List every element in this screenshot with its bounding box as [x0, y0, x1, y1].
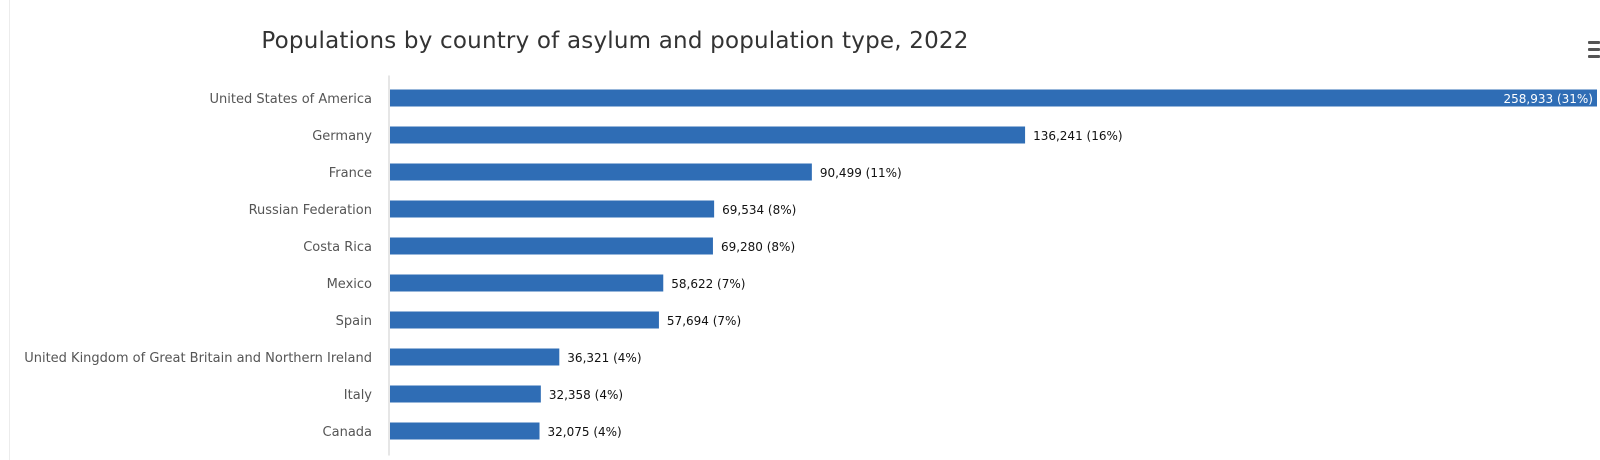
category-label: Canada	[323, 425, 372, 440]
bar	[390, 311, 659, 329]
category-label: Russian Federation	[249, 203, 372, 218]
data-label: 32,358 (4%)	[549, 388, 623, 402]
chart-title: Populations by country of asylum and pop…	[261, 28, 969, 54]
bar	[390, 274, 664, 292]
bar	[390, 200, 715, 218]
data-label: 32,075 (4%)	[548, 425, 622, 439]
bar	[390, 422, 540, 440]
category-label: Costa Rica	[303, 240, 372, 255]
hamburger-menu-icon[interactable]	[1588, 39, 1600, 59]
bar	[390, 237, 713, 255]
category-label: United Kingdom of Great Britain and Nort…	[24, 351, 372, 366]
category-label: Italy	[344, 388, 373, 403]
data-label: 36,321 (4%)	[567, 351, 641, 365]
data-label: 258,933 (31%)	[1504, 92, 1593, 106]
data-label: 136,241 (16%)	[1033, 129, 1122, 143]
bar	[390, 385, 541, 403]
bar	[390, 163, 812, 181]
data-label: 58,622 (7%)	[671, 277, 745, 291]
bar	[390, 89, 1597, 107]
data-label: 57,694 (7%)	[667, 314, 741, 328]
category-label: Germany	[312, 129, 372, 144]
category-label: Mexico	[327, 277, 372, 292]
category-label: Spain	[336, 314, 372, 329]
left-border	[9, 0, 10, 460]
data-label: 90,499 (11%)	[820, 166, 902, 180]
bar	[390, 126, 1026, 144]
data-label: 69,534 (8%)	[722, 203, 796, 217]
bar	[390, 348, 560, 366]
data-label: 69,280 (8%)	[721, 240, 795, 254]
category-label: France	[329, 166, 372, 181]
category-label: United States of America	[210, 92, 372, 107]
